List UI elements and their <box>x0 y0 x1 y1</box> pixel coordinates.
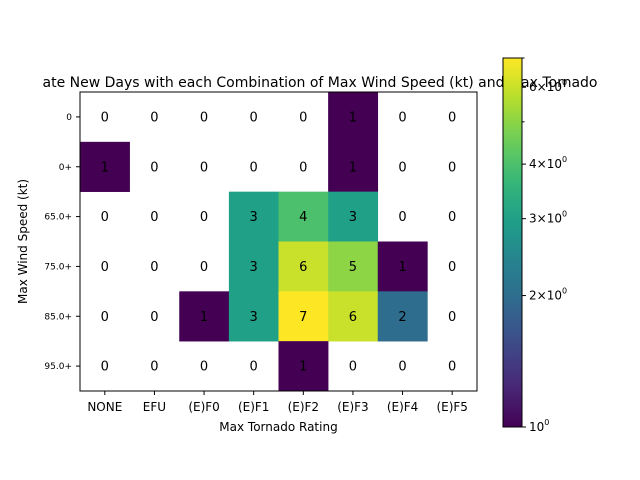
heatmap-cell <box>377 291 428 342</box>
colorbar <box>502 57 523 428</box>
cell-value-label: 0 <box>299 160 307 175</box>
heatmap-cell <box>179 291 230 342</box>
cell-value-label: 0 <box>200 360 208 375</box>
colorbar-tick-label: 2×100 <box>529 287 567 303</box>
cell-value-label: 0 <box>250 110 258 125</box>
x-tick-label: (E)F5 <box>436 400 467 414</box>
y-axis: 0 0+ 65.0+ 75.0+ 85.0+ 95.0+ <box>44 113 80 372</box>
cell-value-label: 0 <box>150 310 158 325</box>
x-tick-label: NONE <box>87 400 122 414</box>
cell-value-label: 0 <box>150 110 158 125</box>
y-tick-label: 75.0+ <box>44 262 72 272</box>
cell-value-label: 2 <box>398 310 406 325</box>
y-tick-label: 0+ <box>59 163 72 173</box>
heatmap-cell <box>228 191 279 242</box>
heatmap-cell <box>278 291 329 342</box>
colorbar-tick-label: 3×100 <box>529 210 567 226</box>
cell-value-label: 0 <box>101 260 109 275</box>
cell-value-label: 0 <box>448 160 456 175</box>
cell-value-label: 1 <box>101 160 109 175</box>
x-tick-label: (E)F2 <box>288 400 319 414</box>
cell-value-label: 0 <box>448 110 456 125</box>
x-tick-label: (E)F3 <box>337 400 368 414</box>
cell-value-label: 1 <box>349 160 357 175</box>
cell-value-label: 1 <box>200 310 208 325</box>
x-tick-label: (E)F1 <box>238 400 269 414</box>
cell-value-label: 1 <box>349 110 357 125</box>
cell-value-label: 0 <box>250 160 258 175</box>
cell-value-label: 3 <box>250 210 258 225</box>
y-tick-label: 85.0+ <box>44 312 72 322</box>
cell-value-label: 0 <box>448 260 456 275</box>
heatmap-cells: 0 0 0 0 0 1 0 0 1 0 0 0 0 1 0 0 0 0 0 3 4 3 0 0 0 0 0 3 6 5 1 0 0 0 1 3 7 6 2 0… <box>80 92 456 392</box>
cell-value-label: 0 <box>398 160 406 175</box>
y-tick-label: 0 <box>66 113 72 123</box>
cell-value-label: 3 <box>250 310 258 325</box>
cell-value-label: 0 <box>250 360 258 375</box>
colorbar-ticks: 100 2×100 3×100 4×100 6×100 <box>522 57 567 434</box>
y-tick-label: 65.0+ <box>44 213 72 223</box>
heatmap-cell <box>228 241 279 292</box>
cell-value-label: 0 <box>150 160 158 175</box>
cell-value-label: 0 <box>448 210 456 225</box>
heatmap-cell <box>377 241 428 292</box>
cell-value-label: 0 <box>200 110 208 125</box>
cell-value-label: 1 <box>398 260 406 275</box>
cell-value-label: 4 <box>299 210 307 225</box>
x-axis: NONE EFU (E)F0 (E)F1 (E)F2 (E)F3 (E)F4 (E)F5 <box>87 391 468 414</box>
cell-value-label: 0 <box>200 210 208 225</box>
x-tick-label: (E)F0 <box>188 400 219 414</box>
colorbar-tick-label: 100 <box>529 418 549 434</box>
x-axis-label: Max Tornado Rating <box>219 420 337 434</box>
cell-value-label: 0 <box>101 110 109 125</box>
y-axis-label: Max Wind Speed (kt) <box>16 179 30 304</box>
cell-value-label: 0 <box>448 310 456 325</box>
x-tick-label: EFU <box>143 400 166 414</box>
x-tick-label: (E)F4 <box>387 400 418 414</box>
cell-value-label: 0 <box>200 260 208 275</box>
cell-value-label: 0 <box>398 110 406 125</box>
cell-value-label: 0 <box>448 360 456 375</box>
cell-value-label: 6 <box>349 310 357 325</box>
heatmap-cell <box>328 241 379 292</box>
cell-value-label: 0 <box>299 110 307 125</box>
cell-value-label: 3 <box>250 260 258 275</box>
cell-value-label: 0 <box>150 360 158 375</box>
cell-value-label: 5 <box>349 260 357 275</box>
cell-value-label: 0 <box>101 310 109 325</box>
cell-value-label: 0 <box>200 160 208 175</box>
cell-value-label: 0 <box>150 210 158 225</box>
cell-value-label: 0 <box>398 360 406 375</box>
y-tick-label: 95.0+ <box>44 362 72 372</box>
chart-title: ate New Days with each Combination of Ma… <box>43 75 598 91</box>
colorbar-tick-label: 4×100 <box>529 155 567 171</box>
cell-value-label: 7 <box>299 310 307 325</box>
cell-value-label: 0 <box>349 360 357 375</box>
heatmap-cell <box>328 141 379 192</box>
cell-value-label: 6 <box>299 260 307 275</box>
cell-value-label: 0 <box>101 360 109 375</box>
heatmap-cell <box>80 141 130 192</box>
heatmap-cell <box>278 341 329 392</box>
cell-value-label: 3 <box>349 210 357 225</box>
heatmap-cell <box>328 92 379 143</box>
colorbar-tick-label: 6×100 <box>529 78 567 94</box>
heatmap-cell <box>228 291 279 342</box>
heatmap-cell <box>278 191 329 242</box>
plot-frame <box>79 91 478 392</box>
cell-value-label: 0 <box>150 260 158 275</box>
heatmap-cell <box>278 241 329 292</box>
cell-value-label: 1 <box>299 360 307 375</box>
heatmap-cell <box>328 291 379 342</box>
cell-value-label: 0 <box>398 210 406 225</box>
heatmap-cell <box>328 191 379 242</box>
cell-value-label: 0 <box>101 210 109 225</box>
